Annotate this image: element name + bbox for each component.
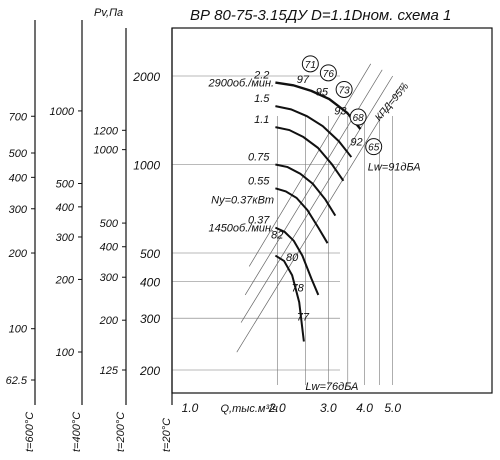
scale-temperature-label: t=200°C: [115, 412, 127, 452]
y-tick-label: 2000: [132, 70, 160, 84]
efficiency-guide: [236, 82, 403, 353]
pressure-curve: [275, 187, 329, 244]
y-tick-label: 400: [140, 275, 160, 289]
curve-power-label: 0.55: [248, 175, 270, 187]
pressure-curve: [274, 226, 320, 296]
scale-tick-label: 400: [9, 172, 28, 184]
efficiency-point-label: 78: [291, 282, 304, 294]
efficiency-marker-ring: [319, 64, 337, 82]
efficiency-marker-label: 65: [368, 143, 380, 154]
pressure-curve: [275, 126, 345, 182]
power-low-label: Ny=0.37кВт: [211, 195, 274, 207]
efficiency-marker-label: 71: [305, 60, 316, 71]
scale-tick-label: 400: [100, 242, 119, 254]
efficiency-marker-label: 68: [353, 113, 365, 124]
scale-temperature-label: t=20°C: [161, 418, 173, 452]
efficiency-marker-label: 76: [323, 69, 335, 80]
scale-tick-label: 500: [100, 218, 119, 230]
efficiency-point-label: 80: [286, 252, 299, 264]
pressure-curve: [275, 163, 337, 217]
scale-tick-label: 200: [8, 248, 28, 260]
efficiency-point-label: 95: [316, 86, 329, 98]
pressure-curve: [275, 81, 362, 130]
speed-high-label: 2900об./мин.: [207, 78, 274, 90]
scale-tick-label: 400: [56, 202, 75, 214]
plot-frame: 2000 1000 500 400 300 200: [132, 27, 493, 394]
efficiency-point-label: 93: [334, 105, 347, 117]
y-tick-label: 500: [140, 247, 160, 261]
curve-power-label: 0.37: [248, 215, 270, 227]
x-axis-label: Q,тыс.м³/ч: [220, 403, 278, 415]
scale-tick-label: 125: [100, 365, 119, 377]
chart-title: ВР 80-75-3.15ДУ D=1.1Dном. схема 1: [190, 7, 451, 24]
scale-tick-label: 700: [9, 111, 28, 123]
scale-tick-label: 1200: [94, 125, 119, 137]
curve-power-label: 1.5: [254, 93, 270, 105]
y-tick-label: 200: [139, 364, 160, 378]
scale-tick-label: 300: [9, 204, 28, 216]
curve-power-label: 0.75: [248, 152, 270, 164]
efficiency-point-label: 92: [350, 137, 362, 149]
efficiency-point-label: 82: [271, 230, 283, 242]
scale-tick-label: 300: [100, 272, 119, 284]
efficiency-guide: [248, 63, 372, 267]
scale-temperature-label: t=400°C: [71, 412, 83, 452]
y-tick-label: 300: [140, 312, 160, 326]
efficiency-guide: [244, 69, 383, 296]
scale-temperature-label: t=600°C: [24, 412, 36, 452]
efficiency-guide: [240, 75, 393, 323]
sound-low-label: Lw=76дБА: [305, 381, 358, 393]
pv-label: Pv,Па: [94, 7, 123, 19]
scale-tick-label: 100: [9, 324, 28, 336]
scale-tick-label: 1000: [94, 145, 119, 157]
scale-tick-label: 500: [9, 148, 28, 160]
scale-tick-label: 300: [56, 232, 75, 244]
scale-tick-label: 200: [55, 274, 75, 286]
efficiency-label: КПД=95%: [373, 81, 411, 123]
y-tick-label: 1000: [133, 159, 160, 173]
x-tick-label: 5.0: [384, 401, 401, 415]
efficiency-marker-ring: [349, 108, 367, 126]
scale-tick-label: 1000: [50, 106, 75, 118]
efficiency-point-label: 97: [297, 74, 310, 86]
efficiency-point-label: 77: [297, 311, 310, 323]
pressure-curve: [274, 254, 305, 342]
pressure-scale-columns: 700 500 400 300 200 100 62.5 t=600°C 1000 500 400 3…: [6, 7, 173, 452]
curve-power-label: 1.1: [254, 114, 269, 126]
scale-tick-label: 62.5: [6, 375, 28, 387]
scale-tick-label: 500: [56, 178, 75, 190]
x-tick-label: 3.0: [320, 401, 337, 415]
x-tick-label: 1.0: [182, 401, 199, 415]
x-axis: 1.0 2.0 3.0 4.0 5.0 Q,тыс.м³/ч: [182, 401, 402, 415]
efficiency-marker-ring: [335, 80, 353, 98]
efficiency-marker-ring: [365, 138, 383, 156]
efficiency-marker-label: 73: [339, 85, 351, 96]
x-tick-label: 2.0: [268, 401, 286, 415]
scale-tick-label: 100: [56, 347, 75, 359]
efficiency-marker-ring: [301, 55, 319, 73]
sound-high-label: Lw=91дБА: [368, 162, 421, 174]
curve-power-label: 2.2: [253, 70, 269, 82]
x-tick-label: 4.0: [356, 401, 373, 415]
pressure-curves: [274, 81, 362, 342]
grid: [172, 63, 403, 385]
pressure-curve: [275, 105, 353, 158]
scale-tick-label: 200: [99, 315, 119, 327]
speed-low-label: 1450об./мин.: [208, 223, 274, 235]
